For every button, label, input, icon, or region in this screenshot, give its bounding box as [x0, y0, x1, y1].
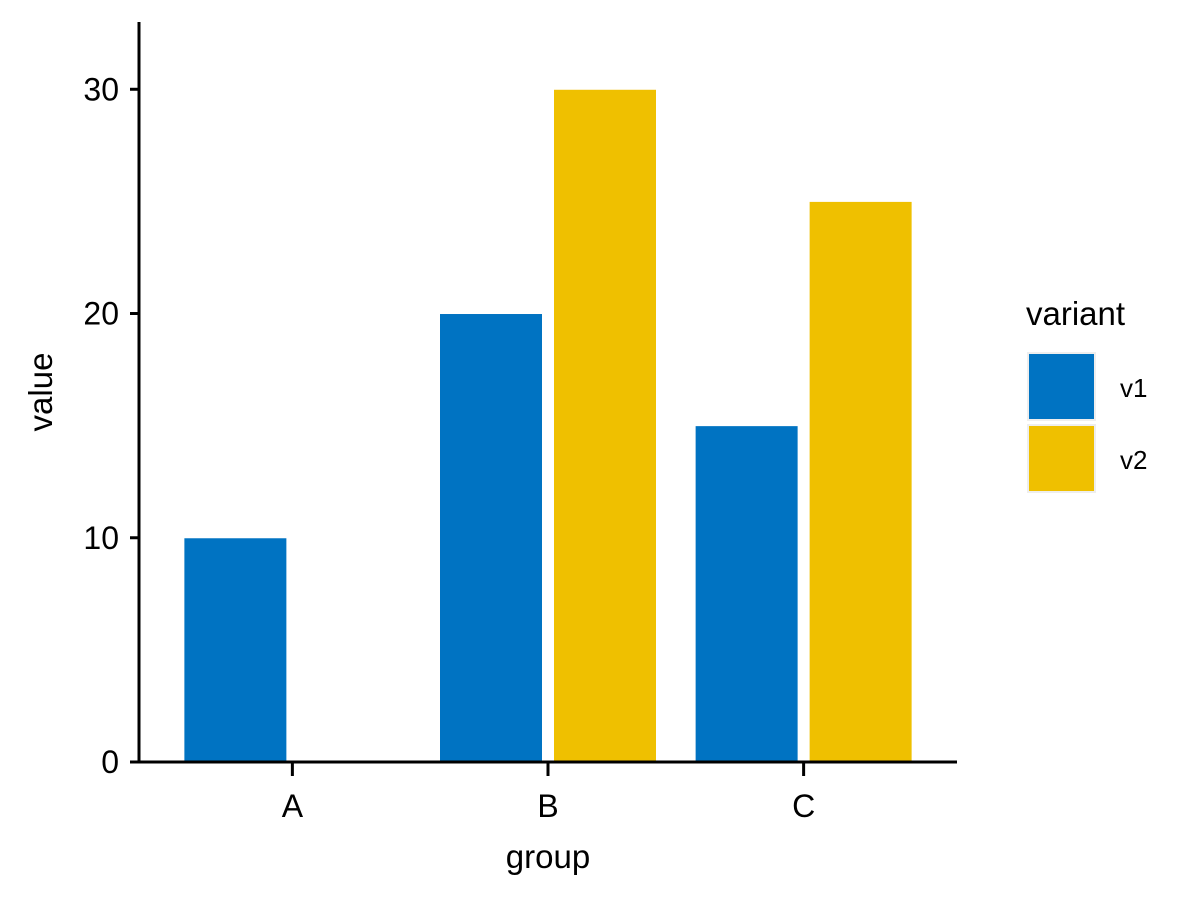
x-axis-title: group [506, 838, 590, 875]
legend-title: variant [1026, 295, 1125, 332]
x-tick-label: C [792, 788, 815, 824]
x-tick-label: B [537, 788, 558, 824]
x-tick-label: A [282, 788, 304, 824]
bar-c-v2 [808, 200, 913, 763]
y-tick-label: 10 [83, 520, 119, 556]
bar-c-v1 [694, 425, 799, 763]
legend-label-v1: v1 [1120, 373, 1147, 403]
bar-a-v1 [183, 537, 288, 763]
y-ticks: 0 10 20 30 [83, 71, 139, 780]
legend: variant v1 v2 [1026, 295, 1147, 493]
legend-key-v1 [1027, 352, 1096, 421]
y-tick-label: 30 [83, 71, 119, 107]
bar-b-v2 [553, 88, 657, 763]
y-tick-label: 0 [101, 744, 119, 780]
y-axis-title: value [22, 353, 59, 432]
bar-b-v1 [439, 313, 543, 763]
bars-layer [183, 88, 913, 763]
x-ticks: A B C [282, 762, 815, 824]
legend-key-v2 [1027, 424, 1096, 493]
y-tick-label: 20 [83, 296, 119, 332]
legend-label-v2: v2 [1120, 445, 1147, 475]
